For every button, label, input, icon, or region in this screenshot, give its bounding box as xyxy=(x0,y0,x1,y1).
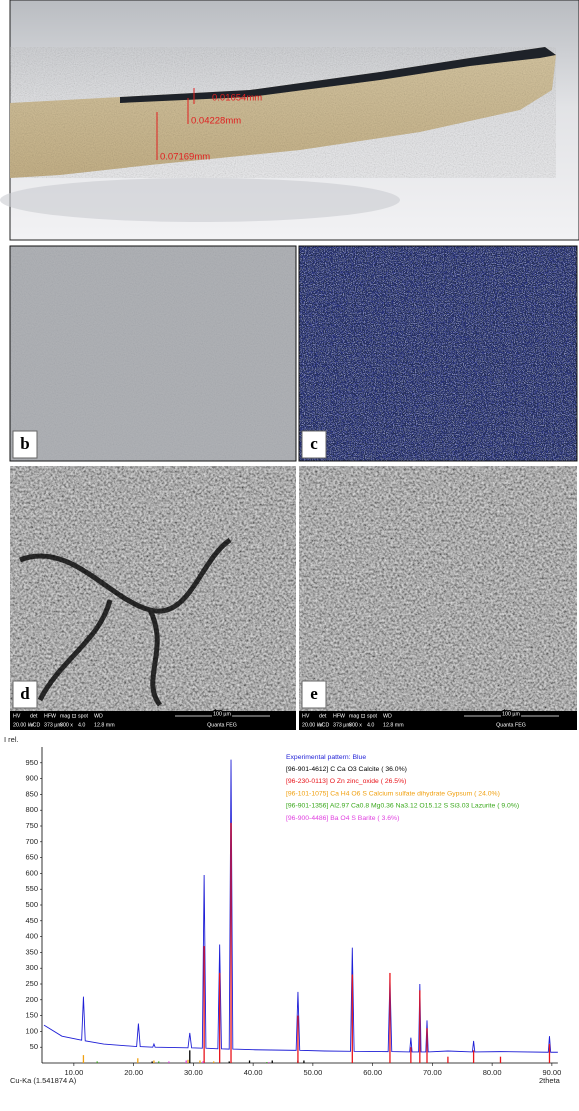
sem-info-header: mag ⊡ xyxy=(60,713,76,719)
x-tick-label: 20.00 xyxy=(124,1068,143,1077)
y-axis-label: I rel. xyxy=(4,735,19,744)
scale-label: 100 µm xyxy=(502,711,520,717)
y-tick-label: 250 xyxy=(25,979,38,988)
x-tick-label: 40.00 xyxy=(244,1068,263,1077)
y-tick-label: 950 xyxy=(25,758,38,767)
sem-info-header: HV xyxy=(13,713,21,719)
sem-info-value: 12.8 mm xyxy=(383,722,404,728)
panel-label: d xyxy=(20,684,30,703)
y-tick-label: 750 xyxy=(25,821,38,830)
y-tick-label: 100 xyxy=(25,1026,38,1035)
y-tick-label: 500 xyxy=(25,900,38,909)
annotation: Cu-Ka (1.541874 A) xyxy=(10,1076,77,1085)
measurement-label: 0.04228mm xyxy=(191,116,241,127)
optical-micrograph-c xyxy=(299,246,577,461)
instrument: Quanta FEG xyxy=(207,722,237,728)
panel-label: e xyxy=(310,684,318,703)
sem-info-header: HV xyxy=(302,713,310,719)
xrd-chart: 50 100 150 200 250 300 350 400 450 500 550 600 650 70… xyxy=(4,735,561,1085)
sem-image-d xyxy=(10,466,296,730)
legend-entry: [96-901-4612] C Ca O3 Calcite ( 36.0%) xyxy=(286,766,407,773)
sem-info-value: 12.8 mm xyxy=(94,722,115,728)
y-tick-label: 300 xyxy=(25,963,38,972)
y-tick-label: 700 xyxy=(25,837,38,846)
x-axis-label: 2theta xyxy=(539,1076,561,1085)
legend-entry: Experimental pattern: Blue xyxy=(286,754,366,761)
y-tick-label: 550 xyxy=(25,884,38,893)
sem-info-value: 800 x xyxy=(349,722,362,728)
sem-info-value: 4.0 xyxy=(78,722,85,728)
sem-info-header: WD xyxy=(94,713,103,719)
cross-section-photo xyxy=(0,0,579,240)
sem-info-value: 4.0 xyxy=(367,722,374,728)
y-tick-label: 150 xyxy=(25,1011,38,1020)
y-tick-label: 50 xyxy=(30,1042,38,1051)
y-tick-label: 400 xyxy=(25,932,38,941)
x-tick-label: 30.00 xyxy=(184,1068,203,1077)
panel-label: b xyxy=(20,434,29,453)
y-tick-label: 600 xyxy=(25,868,38,877)
y-tick-label: 850 xyxy=(25,789,38,798)
sem-info-value: vCD xyxy=(319,722,329,728)
legend-entry: [96-230-0113] O Zn zinc_oxide ( 26.5%) xyxy=(286,778,406,785)
y-tick-label: 800 xyxy=(25,805,38,814)
panel-label: c xyxy=(310,434,318,453)
y-tick-label: 450 xyxy=(25,916,38,925)
sem-info-header: spot xyxy=(367,713,378,719)
figure: 0.01654mm 0.04228mm 0.07169mm b c d HV det HFW m… xyxy=(0,0,579,1111)
y-tick-label: 200 xyxy=(25,995,38,1004)
y-tick-label: 900 xyxy=(25,774,38,783)
legend-entry: [96-900-4486] Ba O4 S Barite ( 3.6%) xyxy=(286,815,399,822)
sem-info-value: vCD xyxy=(30,722,40,728)
sem-info-header: spot xyxy=(78,713,89,719)
optical-micrograph-b xyxy=(10,246,296,461)
sem-info-header: WD xyxy=(383,713,392,719)
sem-info-header: det xyxy=(319,713,327,719)
x-tick-label: 50.00 xyxy=(303,1068,322,1077)
sem-image-e xyxy=(299,466,577,730)
x-tick-label: 60.00 xyxy=(363,1068,382,1077)
x-tick-label: 70.00 xyxy=(423,1068,442,1077)
measurement-label: 0.07169mm xyxy=(160,152,210,163)
y-tick-label: 650 xyxy=(25,853,38,862)
x-tick-label: 80.00 xyxy=(483,1068,502,1077)
sem-info-value: 800 x xyxy=(60,722,73,728)
instrument: Quanta FEG xyxy=(496,722,526,728)
sem-info-header: HFW xyxy=(44,713,56,719)
measurement-label: 0.01654mm xyxy=(212,93,262,104)
sem-info-header: HFW xyxy=(333,713,345,719)
legend-entry: [96-901-1356] Al2.97 Ca0.8 Mg0.36 Na3.12… xyxy=(286,803,519,810)
scale-label: 100 µm xyxy=(213,711,231,717)
sem-info-header: mag ⊡ xyxy=(349,713,365,719)
y-tick-label: 350 xyxy=(25,947,38,956)
sem-info-header: det xyxy=(30,713,38,719)
legend-entry: [96-101-1075] Ca H4 O6 S Calcium sulfate… xyxy=(286,790,500,797)
